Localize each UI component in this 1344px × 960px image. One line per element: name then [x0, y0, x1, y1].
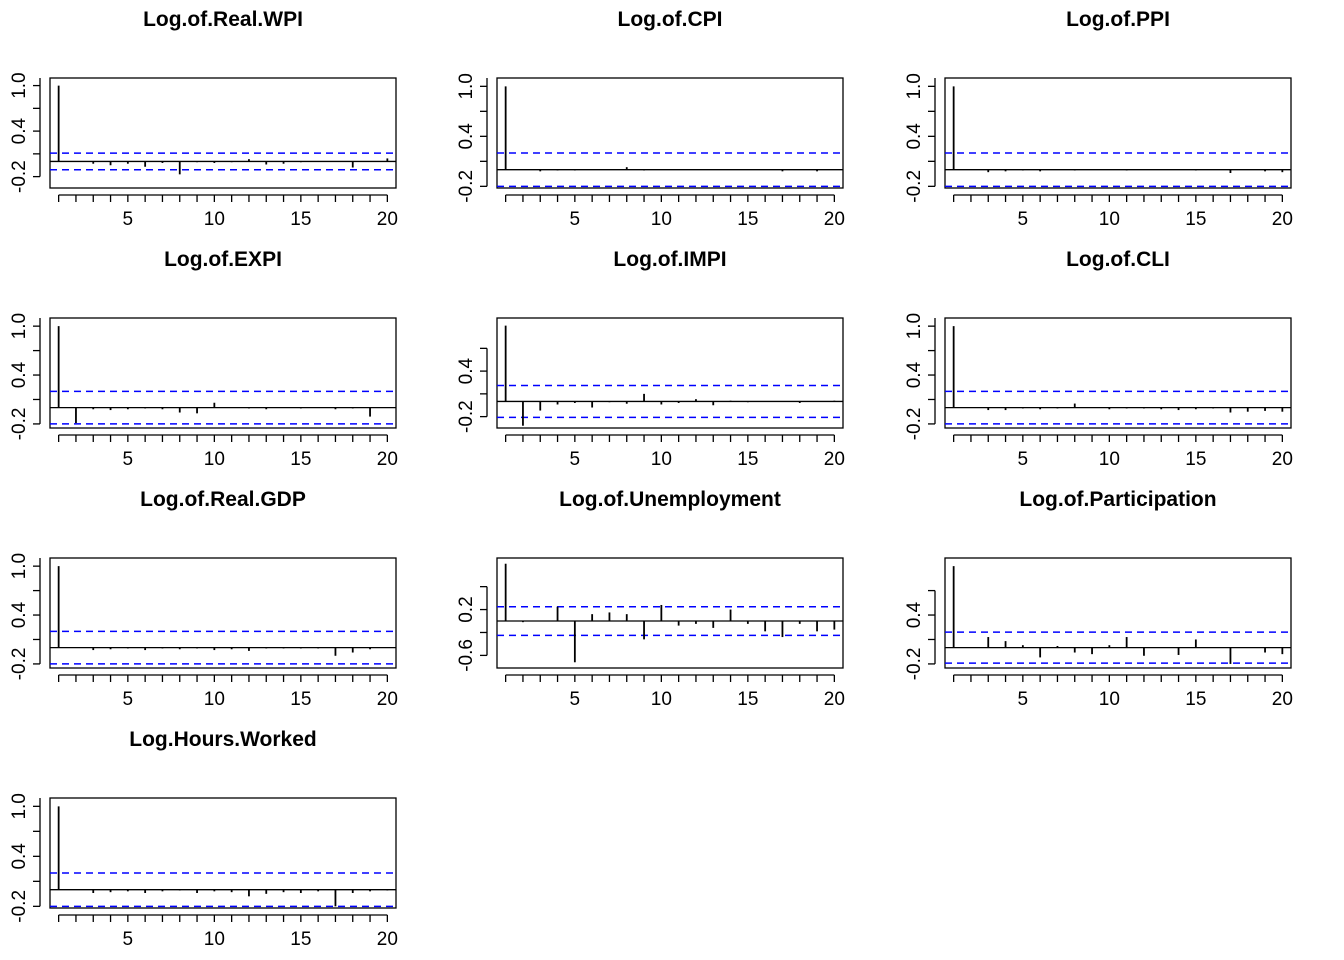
- y-tick-label: 1.0: [904, 313, 925, 339]
- y-tick-label: 0.4: [9, 843, 30, 870]
- x-tick-label: 20: [377, 929, 398, 950]
- y-tick-label: -0.2: [9, 160, 30, 193]
- acf-panel: Log.of.Unemployment 5 10 15 20 -0.6 0.2: [456, 488, 845, 710]
- y-tick-label: 0.4: [9, 601, 30, 628]
- x-tick-label: 10: [651, 689, 672, 710]
- x-tick-label: 20: [824, 449, 845, 470]
- panel-title: Log.of.CPI: [618, 8, 723, 31]
- x-tick-label: 5: [123, 209, 134, 230]
- x-tick-label: 5: [123, 449, 134, 470]
- x-tick-label: 10: [1099, 449, 1120, 470]
- x-tick-label: 10: [651, 449, 672, 470]
- y-tick-label: 0.4: [904, 601, 925, 628]
- x-tick-label: 15: [290, 689, 311, 710]
- plot-frame: [944, 317, 1292, 429]
- panel-title: Log.of.Real.GDP: [140, 488, 306, 511]
- x-tick-label: 5: [123, 929, 134, 950]
- x-tick-label: 20: [1272, 689, 1293, 710]
- acf-panel: Log.Hours.Worked 5 10 15 20 -0.2 0.4 1.0: [9, 728, 398, 950]
- x-tick-label: 20: [377, 449, 398, 470]
- panel-title: Log.Hours.Worked: [129, 728, 316, 751]
- acf-panel: Log.of.Real.WPI 5 10 15 20 -0.2 0.4 1.0: [9, 8, 398, 230]
- x-tick-label: 5: [123, 689, 134, 710]
- acf-panel: Log.of.EXPI 5 10 15 20 -0.2 0.4 1.0: [9, 248, 398, 470]
- y-tick-label: -0.2: [9, 648, 30, 681]
- y-tick-label: 1.0: [9, 553, 30, 579]
- panel-title: Log.of.PPI: [1066, 8, 1170, 31]
- y-tick-label: -0.6: [456, 639, 477, 672]
- y-tick-label: -0.2: [456, 170, 477, 203]
- x-tick-label: 20: [824, 689, 845, 710]
- panel-title: Log.of.Unemployment: [559, 488, 781, 511]
- x-tick-label: 15: [737, 689, 758, 710]
- y-tick-label: 0.2: [456, 596, 477, 622]
- x-tick-label: 15: [737, 209, 758, 230]
- plot-frame: [49, 317, 397, 429]
- acf-panel: Log.of.Real.GDP 5 10 15 20 -0.2 0.4 1.0: [9, 488, 398, 710]
- x-tick-label: 10: [204, 929, 225, 950]
- x-tick-label: 15: [1185, 689, 1206, 710]
- x-tick-label: 5: [570, 689, 581, 710]
- x-tick-label: 10: [1099, 209, 1120, 230]
- plot-frame: [944, 557, 1292, 669]
- y-tick-label: 0.4: [456, 123, 477, 150]
- plot-frame: [49, 797, 397, 909]
- x-tick-label: 5: [1018, 449, 1029, 470]
- x-tick-label: 10: [204, 449, 225, 470]
- x-tick-label: 20: [377, 209, 398, 230]
- acf-panel: Log.of.IMPI 5 10 15 20 -0.2 0.4: [456, 248, 845, 470]
- plot-frame: [944, 77, 1292, 189]
- y-tick-label: 1.0: [904, 73, 925, 99]
- y-tick-label: -0.2: [9, 890, 30, 923]
- panel-title: Log.of.IMPI: [613, 248, 726, 271]
- plot-frame: [496, 317, 844, 429]
- plot-frame: [49, 77, 397, 189]
- acf-panel: Log.of.Participation 5 10 15 20 -0.2 0.4: [904, 488, 1293, 710]
- panel-title: Log.of.CLI: [1066, 248, 1170, 271]
- x-tick-label: 5: [570, 209, 581, 230]
- y-tick-label: 1.0: [9, 313, 30, 339]
- x-tick-label: 5: [570, 449, 581, 470]
- y-tick-label: 0.4: [9, 361, 30, 388]
- x-tick-label: 15: [290, 929, 311, 950]
- panel-title: Log.of.Real.WPI: [143, 8, 303, 31]
- x-tick-label: 20: [824, 209, 845, 230]
- x-tick-label: 20: [1272, 449, 1293, 470]
- y-tick-label: 0.4: [904, 123, 925, 150]
- y-tick-label: 0.4: [9, 117, 30, 144]
- x-tick-label: 15: [290, 449, 311, 470]
- y-tick-label: -0.2: [9, 408, 30, 441]
- y-tick-label: 0.4: [904, 361, 925, 388]
- x-tick-label: 10: [204, 689, 225, 710]
- x-tick-label: 10: [651, 209, 672, 230]
- acf-panel: Log.of.CLI 5 10 15 20 -0.2 0.4 1.0: [904, 248, 1293, 470]
- plot-frame: [49, 557, 397, 669]
- x-tick-label: 5: [1018, 689, 1029, 710]
- x-tick-label: 15: [1185, 209, 1206, 230]
- x-tick-label: 15: [737, 449, 758, 470]
- x-tick-label: 20: [377, 689, 398, 710]
- panel-title: Log.of.EXPI: [164, 248, 282, 271]
- x-tick-label: 10: [1099, 689, 1120, 710]
- plot-frame: [496, 557, 844, 669]
- acf-panel: Log.of.CPI 5 10 15 20 -0.2 0.4 1.0: [456, 8, 845, 230]
- y-tick-label: 1.0: [9, 793, 30, 819]
- y-tick-label: -0.2: [904, 648, 925, 681]
- y-tick-label: -0.2: [904, 170, 925, 203]
- y-tick-label: -0.2: [904, 408, 925, 441]
- x-tick-label: 15: [290, 209, 311, 230]
- x-tick-label: 20: [1272, 209, 1293, 230]
- x-tick-label: 10: [204, 209, 225, 230]
- panel-title: Log.of.Participation: [1019, 488, 1216, 511]
- plot-frame: [496, 77, 844, 189]
- acf-panel: Log.of.PPI 5 10 15 20 -0.2 0.4 1.0: [904, 8, 1293, 230]
- x-tick-label: 5: [1018, 209, 1029, 230]
- y-tick-label: 0.4: [456, 357, 477, 384]
- y-tick-label: -0.2: [456, 400, 477, 433]
- x-tick-label: 15: [1185, 449, 1206, 470]
- y-tick-label: 1.0: [9, 72, 30, 98]
- y-tick-label: 1.0: [456, 73, 477, 99]
